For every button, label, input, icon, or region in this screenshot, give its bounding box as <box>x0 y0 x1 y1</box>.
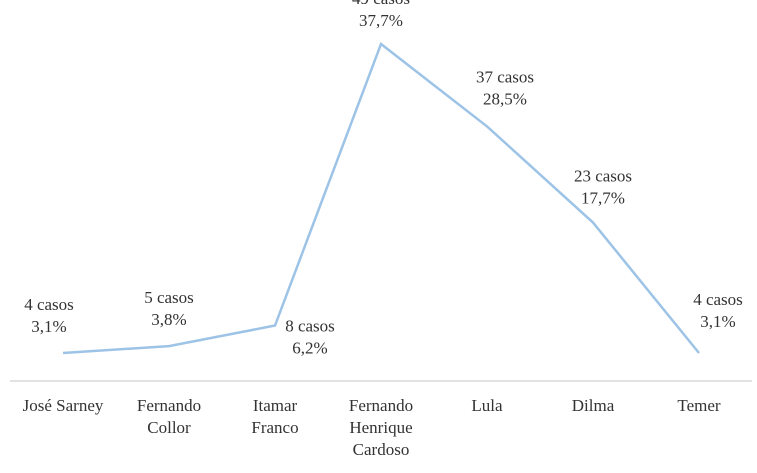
value-label: 49 casos <box>352 0 410 8</box>
value-label: 37 casos <box>476 67 534 86</box>
percentage-label: 3,1% <box>700 312 735 331</box>
percentage-label: 37,7% <box>359 11 403 30</box>
value-label: 4 casos <box>24 295 74 314</box>
value-label: 5 casos <box>144 288 194 307</box>
data-line <box>62 41 700 355</box>
percentage-label: 3,8% <box>151 310 186 329</box>
value-label: 23 casos <box>574 166 632 185</box>
x-tick-label: Temer <box>677 396 721 415</box>
x-tick-label: Fernando Collor <box>136 396 202 437</box>
x-tick-label: Lula <box>471 396 503 415</box>
percentage-label: 17,7% <box>581 188 625 207</box>
x-tick-label: José Sarney <box>22 396 104 415</box>
x-tick-label: Fernando Henrique Cardoso <box>348 396 414 459</box>
percentage-label: 6,2% <box>292 338 327 357</box>
value-label: 8 casos <box>285 316 335 335</box>
value-label: 4 casos <box>693 290 743 309</box>
x-tick-label: Itamar Franco <box>251 396 299 437</box>
x-tick-label: Dilma <box>571 396 615 415</box>
percentage-label: 3,1% <box>31 317 66 336</box>
percentage-label: 28,5% <box>483 89 527 108</box>
